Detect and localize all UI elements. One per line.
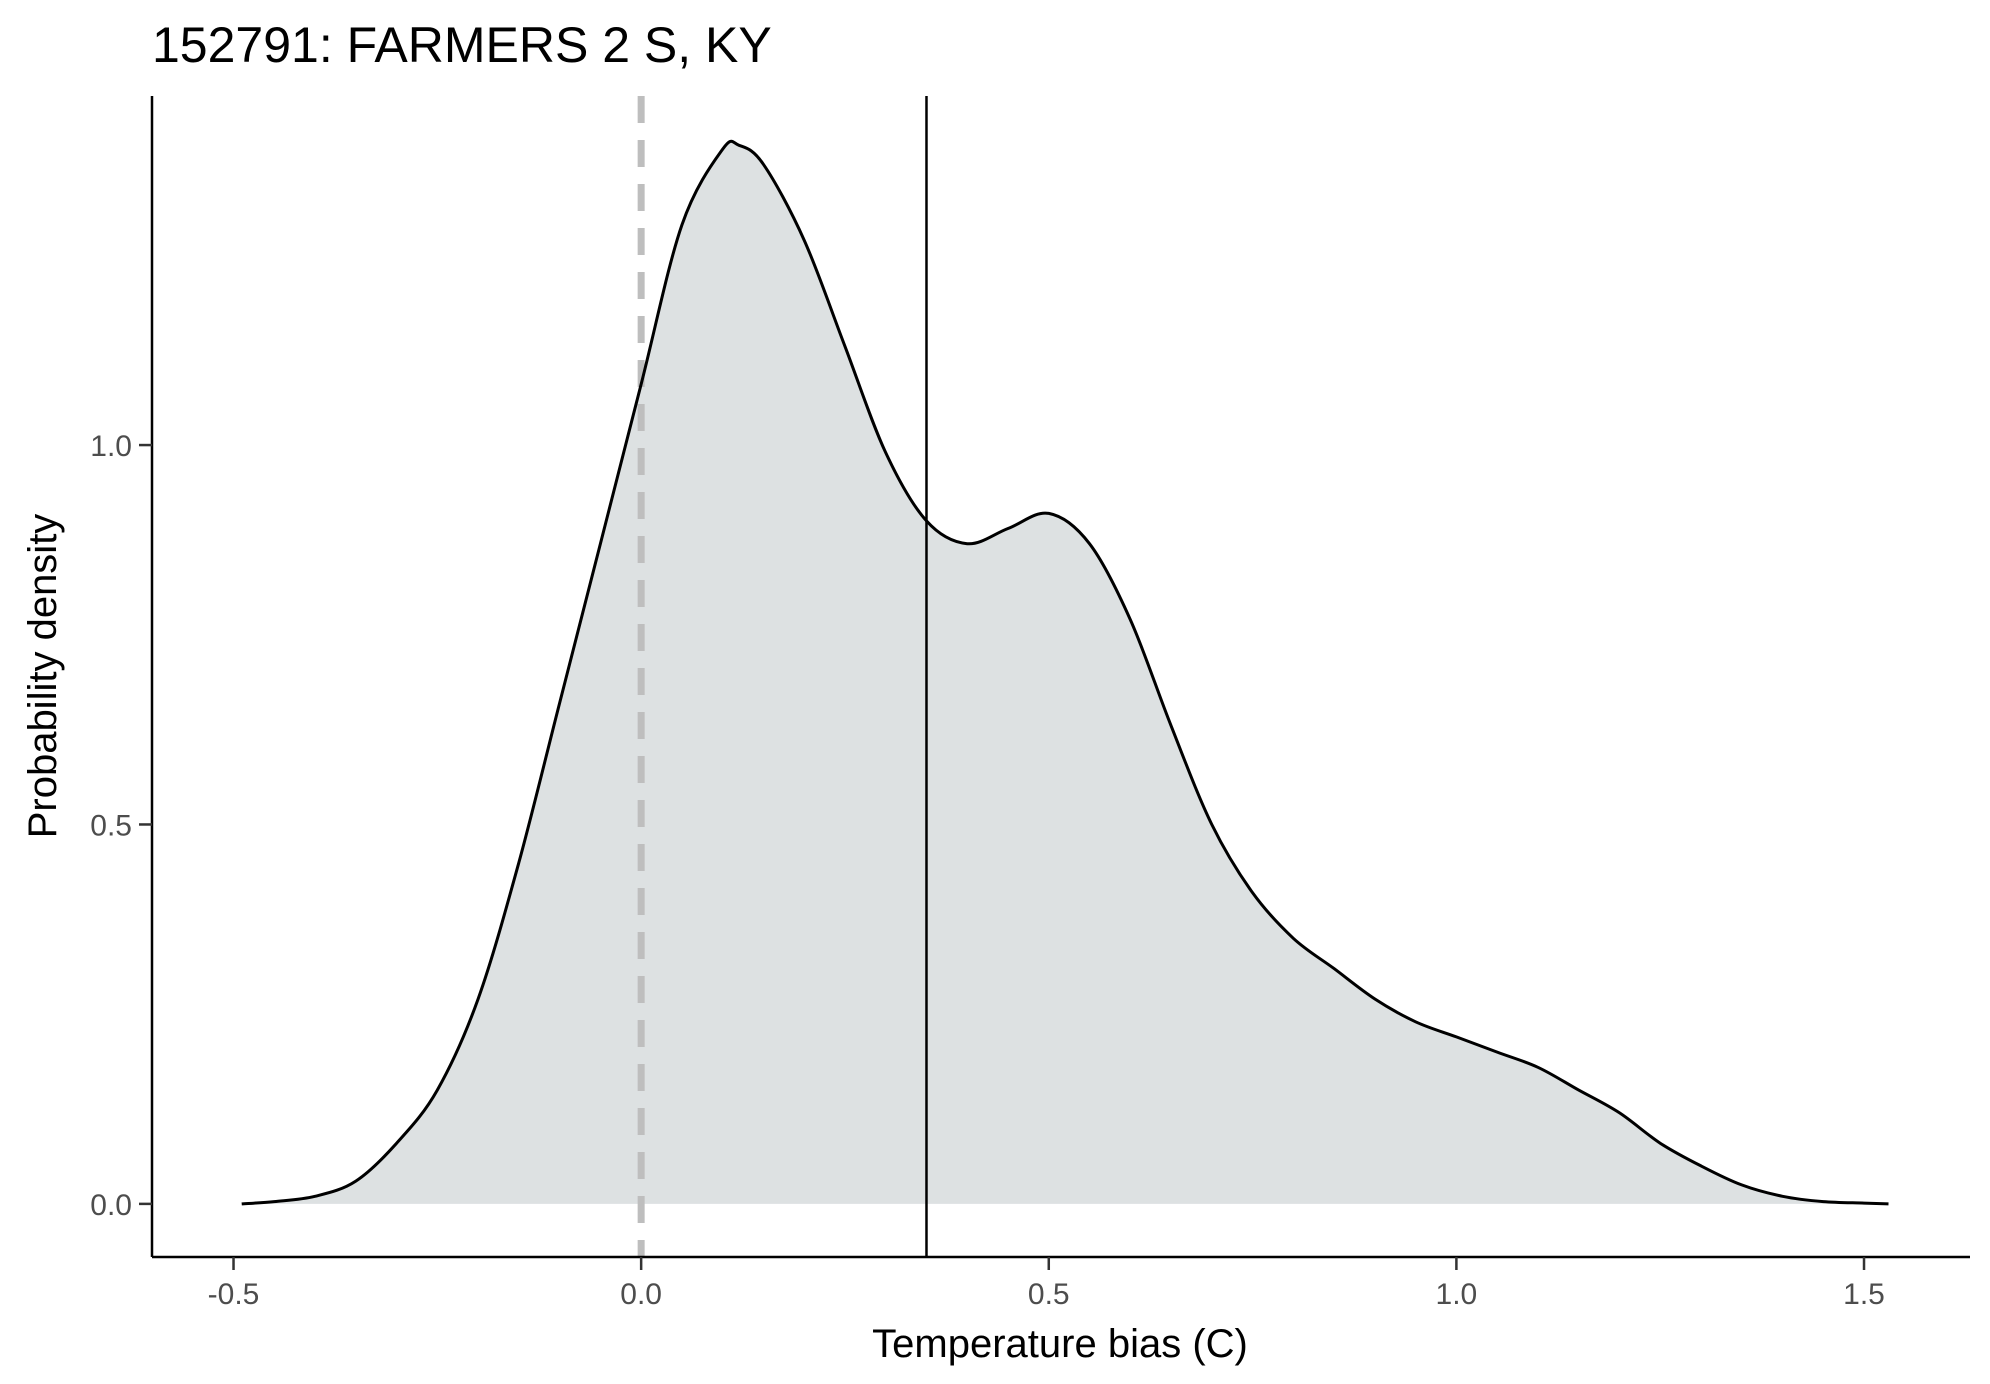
plot-area — [241, 96, 1889, 1257]
x-axis-ticks: -0.5 0.0 0.5 1.0 1.5 — [208, 1257, 1885, 1311]
density-curve — [241, 139, 1889, 1206]
y-tick-label: 0.0 — [90, 1189, 132, 1222]
x-tick-label: 0.5 — [1028, 1278, 1070, 1311]
x-tick-label: 1.0 — [1436, 1278, 1478, 1311]
x-axis-label: Temperature bias (C) — [872, 1322, 1248, 1366]
y-tick-label: 1.0 — [90, 430, 132, 463]
x-tick-label: 0.0 — [620, 1278, 662, 1311]
x-tick-label: -0.5 — [208, 1278, 260, 1311]
chart-title: 152791: FARMERS 2 S, KY — [152, 17, 772, 73]
density-area — [241, 141, 1889, 1204]
y-axis-label: Probability density — [21, 514, 65, 839]
y-tick-label: 0.5 — [90, 809, 132, 842]
x-tick-label: 1.5 — [1843, 1278, 1885, 1311]
y-axis-ticks: 0.0 0.5 1.0 — [90, 430, 152, 1222]
